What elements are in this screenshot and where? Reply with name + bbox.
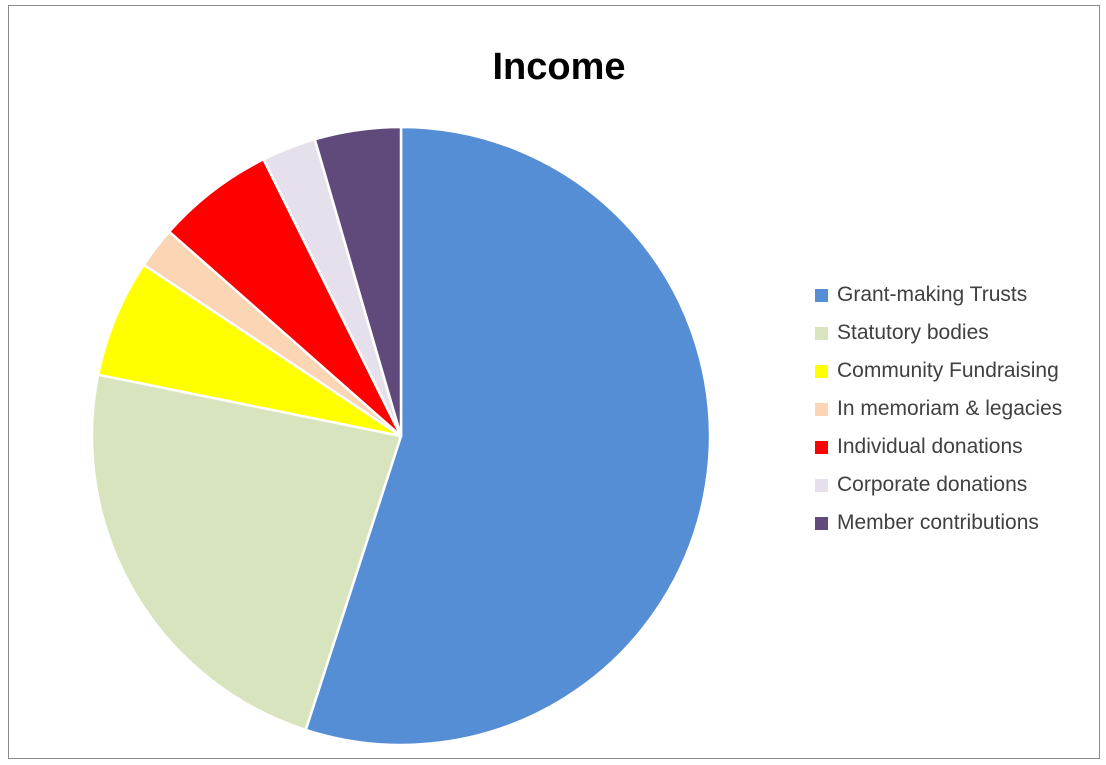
chart-title: Income (492, 46, 626, 88)
legend-swatch (815, 402, 828, 416)
legend-item-community-fundraising: Community Fundraising (815, 352, 1105, 390)
pie-slice-individual-donations (167, 158, 403, 438)
legend-item-member-contributions: Member contributions (815, 504, 1105, 542)
legend-swatch (815, 440, 828, 454)
legend-label: Community Fundraising (837, 359, 1059, 382)
legend-swatch (815, 478, 828, 492)
legend-item-individual-donations: Individual donations (815, 428, 1105, 466)
legend-label: Member contributions (837, 511, 1039, 534)
pie-chart (90, 125, 712, 747)
chart-area: Income Grant-making Trusts Statutory bodi… (8, 5, 1100, 759)
legend-label: Statutory bodies (837, 321, 989, 344)
pie-slice-grant-making-trusts (304, 125, 712, 747)
pie-slice-member-contributions (313, 125, 403, 438)
legend-item-statutory-bodies: Statutory bodies (815, 314, 1105, 352)
legend-swatch (815, 516, 828, 530)
legend-swatch (815, 364, 828, 378)
legend-item-grant-making-trusts: Grant-making Trusts (815, 276, 1105, 314)
legend-label: Corporate donations (837, 473, 1028, 496)
legend-swatch (815, 326, 828, 340)
pie-slice-community-fundraising (96, 263, 403, 438)
legend-swatch (815, 288, 828, 302)
legend-label: Grant-making Trusts (837, 283, 1028, 306)
legend-item-corporate-donations: Corporate donations (815, 466, 1105, 504)
legend-item-in-memoriam-legacies: In memoriam & legacies (815, 390, 1105, 428)
pie-slice-statutory-bodies (90, 373, 403, 732)
legend: Grant-making Trusts Statutory bodies Commu… (815, 276, 1105, 542)
legend-label: In memoriam & legacies (837, 397, 1063, 420)
legend-label: Individual donations (837, 435, 1023, 458)
